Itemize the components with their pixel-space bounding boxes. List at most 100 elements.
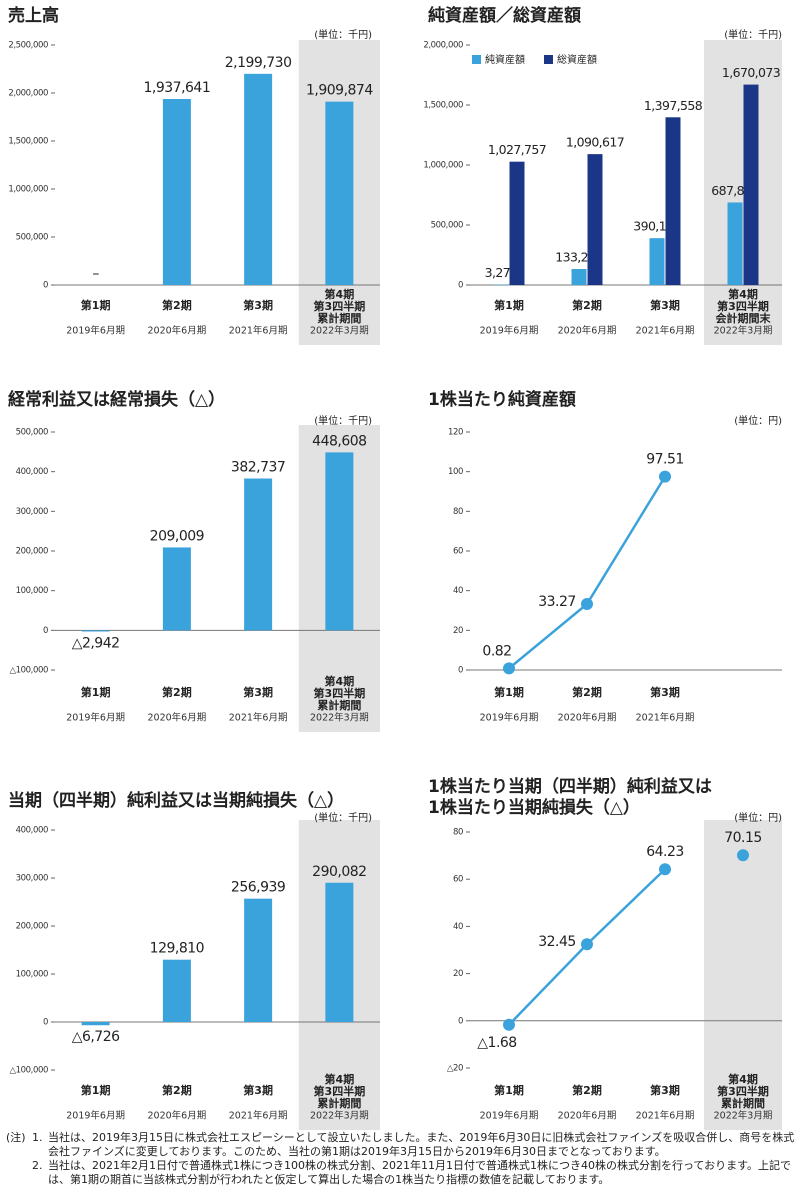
- value-label: –: [92, 266, 99, 282]
- period-label: 2021年6月期: [636, 1110, 695, 1122]
- period-label: 2022年3月期: [310, 1110, 369, 1122]
- x-tick-label: 第3四半期: [314, 1084, 366, 1098]
- value-label: △1.68: [477, 1035, 516, 1051]
- bar: [244, 898, 273, 1022]
- period-label: 2020年6月期: [558, 712, 617, 724]
- note-text: 当社は、2021年2月1日付で普通株式1株につき100株の株式分割、2021年1…: [48, 1159, 791, 1186]
- period-label: 2019年6月期: [480, 1110, 539, 1122]
- x-tick-label: 第4期: [728, 287, 758, 301]
- y-tick-label: 60: [453, 547, 463, 557]
- y-tick-label: 100,000: [16, 970, 48, 980]
- bar: [509, 161, 525, 285]
- point: [659, 863, 671, 876]
- y-tick-label: 2,000,000: [423, 41, 463, 51]
- chart-title: 1株当たり当期（四半期）純利益又は: [428, 776, 712, 797]
- bar: [162, 547, 191, 631]
- point: [737, 849, 749, 862]
- y-tick-label: 40: [453, 922, 463, 932]
- period-label: 2020年6月期: [558, 1110, 617, 1122]
- x-tick-label: 第4期: [325, 287, 355, 301]
- x-tick-label: 第3四半期: [314, 686, 366, 700]
- value-label: 382,737: [231, 460, 285, 476]
- period-label: 2021年6月期: [636, 712, 695, 724]
- x-tick-label: 第1期: [81, 685, 111, 699]
- chart-title: 純資産額／総資産額: [428, 5, 581, 26]
- x-tick-label: 第3期: [243, 685, 273, 699]
- value-label: 1,397,558: [644, 98, 703, 113]
- x-tick-label: 第1期: [494, 685, 524, 699]
- x-tick-label: 累計期間: [317, 1096, 361, 1110]
- value-label: 1,027,757: [488, 142, 546, 157]
- notes-label: (注): [6, 1131, 26, 1144]
- y-tick-label: 120: [448, 428, 463, 438]
- legend-label: 総資産額: [557, 53, 597, 66]
- x-tick-label: 会計期間末: [716, 311, 772, 325]
- x-tick-label: 第3四半期: [314, 299, 366, 313]
- bar: [649, 238, 665, 285]
- x-tick-label: 第4期: [325, 1072, 355, 1086]
- x-tick-label: 累計期間: [317, 311, 361, 325]
- period-label: 2021年6月期: [636, 325, 695, 337]
- notes: (注) 1. 当社は、2019年3月15日に株式会社エスピーシーとして設立いたしまし…: [6, 1131, 796, 1187]
- period-label: 2020年6月期: [558, 325, 617, 337]
- y-tick-label: 400,000: [16, 467, 48, 477]
- value-label: 1,670,073: [722, 65, 780, 80]
- y-tick-label: 200,000: [16, 547, 48, 557]
- y-tick-label: 0: [458, 281, 463, 291]
- bar: [81, 1022, 110, 1026]
- value-label: 209,009: [150, 528, 204, 544]
- value-label: 70.15: [724, 830, 762, 846]
- period-label: 2019年6月期: [66, 712, 125, 724]
- x-tick-label: 第2期: [162, 298, 192, 312]
- y-tick-label: 80: [453, 828, 463, 838]
- chart-title: 1株当たり当期純損失（△）: [428, 797, 640, 818]
- value-label: 32.45: [538, 934, 576, 950]
- chart-title: 売上高: [8, 5, 59, 26]
- y-tick-label: 500,000: [16, 428, 48, 438]
- period-label: 2019年6月期: [66, 325, 125, 337]
- y-tick-label: 0: [43, 1018, 48, 1028]
- y-tick-label: 500,000: [431, 221, 463, 231]
- note-number: 2.: [32, 1159, 43, 1172]
- note-number: 1.: [32, 1131, 43, 1144]
- period-label: 2022年3月期: [310, 712, 369, 724]
- period-label: 2019年6月期: [480, 325, 539, 337]
- point: [503, 662, 515, 675]
- x-tick-label: 第3期: [650, 1083, 680, 1097]
- value-label: 97.51: [646, 452, 684, 468]
- x-tick-label: 第2期: [162, 1083, 192, 1097]
- bar: [325, 452, 354, 631]
- y-tick-label: 200,000: [16, 922, 48, 932]
- x-tick-label: 第3四半期: [717, 1084, 769, 1098]
- x-tick-label: 第2期: [572, 1083, 602, 1097]
- period-label: 2020年6月期: [148, 325, 207, 337]
- x-tick-label: 第3期: [243, 298, 273, 312]
- point: [581, 598, 593, 611]
- period-label: 2022年3月期: [714, 325, 773, 337]
- x-tick-label: 第3期: [650, 685, 680, 699]
- bar: [81, 630, 110, 632]
- y-tick-label: 2,500,000: [8, 41, 48, 51]
- bar: [727, 202, 743, 285]
- x-tick-label: 第2期: [572, 685, 602, 699]
- bar: [665, 117, 681, 286]
- y-tick-label: △100,000: [10, 1066, 49, 1076]
- period-label: 2021年6月期: [229, 1110, 288, 1122]
- point: [659, 470, 671, 483]
- y-tick-label: 0: [458, 666, 463, 676]
- value-label: 1,090,617: [566, 135, 624, 150]
- value-label: 33.27: [538, 594, 576, 610]
- x-tick-label: 第3四半期: [717, 299, 769, 313]
- y-tick-label: 300,000: [16, 507, 48, 517]
- y-tick-label: 40: [453, 586, 463, 596]
- unit-label: (単位：千円): [314, 28, 372, 41]
- bar: [325, 101, 354, 285]
- point: [581, 938, 593, 951]
- y-tick-label: 0: [458, 1016, 463, 1026]
- chart-title: 経常利益又は経常損失（△）: [8, 389, 225, 410]
- line: [508, 475, 667, 670]
- point: [503, 1018, 515, 1031]
- chart-title: 当期（四半期）純利益又は当期純損失（△）: [8, 790, 344, 811]
- y-tick-label: 20: [453, 626, 463, 636]
- period-label: 2020年6月期: [148, 1110, 207, 1122]
